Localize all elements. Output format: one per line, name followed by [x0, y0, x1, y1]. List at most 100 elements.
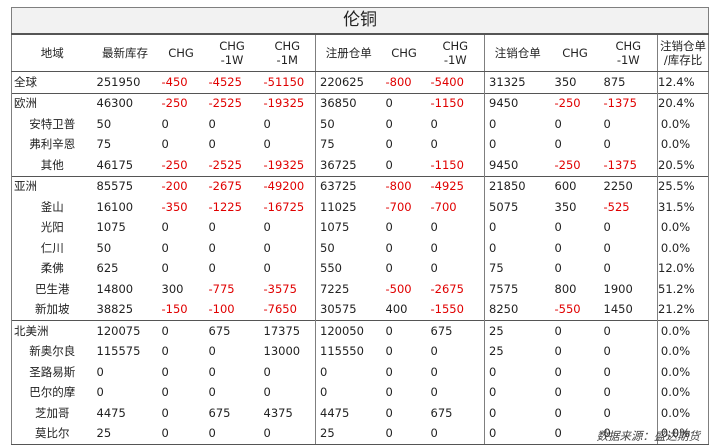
table-cell: 0 — [161, 220, 169, 234]
table-cell: 0 — [430, 137, 438, 151]
table-cell: 0 — [315, 382, 382, 403]
table-cell: 0 — [603, 261, 611, 275]
table-cell: 0 — [96, 364, 104, 379]
table-cell: 550 — [315, 258, 382, 279]
table-cell: 50 — [315, 238, 382, 259]
table-cell: 46175 — [96, 157, 134, 172]
table-cell: 8250 — [484, 299, 551, 321]
table-cell: 0 — [599, 423, 658, 445]
table-cell: 5075 — [484, 197, 551, 218]
table-cell: 0 — [385, 385, 393, 399]
column-header: CHG -1W — [426, 34, 485, 72]
table-cell: -1150 — [426, 92, 485, 114]
region-label: 莫比尔 — [11, 423, 93, 445]
table-cell: -2525 — [204, 92, 260, 114]
table-cell: 0.0% — [656, 217, 710, 238]
region-label: 巴生港 — [11, 279, 93, 300]
table-cell: -150 — [161, 302, 188, 316]
table-cell: 0 — [484, 423, 551, 445]
table-cell: 0.0% — [656, 362, 710, 383]
table-cell: 0 — [599, 320, 658, 342]
table-row-sub-location: 新加坡 38825 -150 -100 -7650 30575 400 -1550 8250 -5… — [11, 299, 710, 321]
table-cell: -250 — [550, 92, 600, 114]
data-source-note: 数据来源：盛达期货 — [596, 429, 701, 443]
table-cell: 0 — [430, 364, 438, 379]
table-cell: 0 — [603, 240, 611, 255]
table-cell: 2250 — [599, 175, 658, 197]
table-cell: -200 — [157, 175, 205, 197]
region-label: 柔佛 — [11, 258, 93, 279]
table-cell: 0 — [550, 423, 600, 445]
table-cell: 0 — [263, 240, 271, 255]
table-cell: 7575 — [484, 279, 551, 300]
region-label: 光阳 — [11, 217, 93, 238]
table-cell: 0.0% — [656, 320, 710, 342]
lme-copper-inventory-table-wrapper: 伦铜 地域 最新库存 CHG CHG -1W CHG -1M 注册仓单 CHG CHG -1W… — [10, 7, 710, 445]
table-cell: 36850 — [315, 92, 382, 114]
column-header: CHG -1M — [259, 34, 316, 72]
table-cell: 0 — [554, 261, 562, 275]
table-cell: 0 — [208, 240, 216, 255]
table-cell: 0 — [430, 220, 438, 234]
table-cell: 0 — [385, 157, 393, 172]
table-cell: 0.0% — [656, 423, 710, 445]
table-cell: 11025 — [315, 197, 382, 218]
table-cell: 20.5% — [656, 155, 710, 176]
table-cell: 0 — [161, 385, 169, 399]
table-cell: -525 — [603, 199, 630, 214]
table-cell: 0 — [208, 220, 216, 234]
table-cell: 0 — [208, 261, 216, 275]
table-cell: 0 — [385, 405, 393, 420]
region-label: 其他 — [11, 155, 93, 176]
table-cell: 0 — [385, 364, 393, 379]
table-cell: 0 — [208, 344, 216, 358]
table-cell: -3575 — [263, 281, 297, 296]
table-cell: 25 — [484, 320, 551, 342]
table-cell: 625 — [96, 261, 119, 275]
table-cell: 0 — [554, 220, 562, 234]
column-header: CHG — [381, 34, 427, 72]
table-cell: 0 — [554, 137, 562, 151]
table-cell: 50 — [315, 114, 382, 135]
table-row-sub-location: 莫比尔 25 0 0 0 25 0 0 0 0 0 0.0% — [11, 423, 710, 445]
region-label: 亚洲 — [11, 175, 93, 197]
table-body: 全球 251950 -450 -4525 -51150 220625 -800 -5400 31… — [11, 71, 710, 445]
table-cell: 300 — [161, 281, 184, 296]
table-cell: 0 — [315, 362, 382, 383]
table-cell: 0.0% — [656, 341, 710, 362]
table-cell: 0 — [385, 137, 393, 151]
table-cell: 0 — [484, 134, 551, 155]
column-header: CHG -1W — [599, 34, 658, 72]
table-cell: 4375 — [263, 405, 293, 420]
table-cell: 0 — [208, 116, 216, 131]
table-cell: 875 — [599, 71, 658, 93]
table-cell: 0 — [430, 385, 438, 399]
table-cell: -7650 — [263, 302, 297, 316]
table-cell: 0 — [208, 137, 216, 151]
table-cell: 17375 — [259, 320, 316, 342]
table-cell: 0 — [385, 240, 393, 255]
region-label: 圣路易斯 — [11, 362, 93, 383]
table-cell: 0 — [484, 382, 551, 403]
table-cell: 31.5% — [656, 197, 710, 218]
table-cell: 600 — [550, 175, 600, 197]
table-cell: 0 — [157, 423, 205, 445]
table-cell: 1450 — [603, 302, 633, 316]
region-label: 巴尔的摩 — [11, 382, 93, 403]
table-cell: 0 — [550, 320, 600, 342]
table-cell: 0 — [157, 320, 205, 342]
table-cell: -19325 — [259, 92, 316, 114]
table-cell: -250 — [161, 157, 188, 172]
table-cell: 75 — [315, 134, 382, 155]
table-cell: -16725 — [263, 199, 305, 214]
table-cell: 0 — [381, 320, 427, 342]
table-cell: 0 — [484, 362, 551, 383]
table-cell: 675 — [430, 405, 453, 420]
table-cell: 75 — [96, 137, 112, 151]
table-cell: 0 — [554, 344, 562, 358]
column-header: 注销仓单 /库存比 — [656, 34, 710, 72]
table-cell: 21.2% — [656, 299, 710, 321]
table-cell: 0.0% — [656, 382, 710, 403]
table-row-region: 全球 251950 -450 -4525 -51150 220625 -800 -5400 31… — [11, 71, 710, 93]
table-cell: -100 — [208, 302, 235, 316]
